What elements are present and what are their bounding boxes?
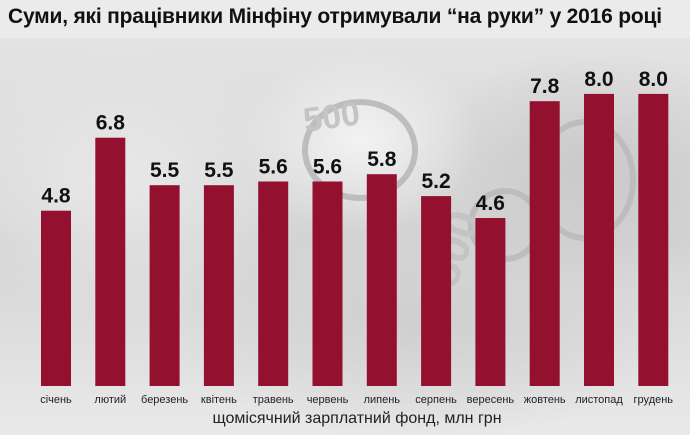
category-label: січень [40,394,72,406]
value-label: 7.8 [530,75,560,98]
category-label: вересень [467,394,515,406]
value-label: 5.5 [204,159,234,182]
category-label: жовтень [524,394,566,406]
category-label: серпень [415,394,457,406]
bar-серпень [421,196,452,386]
bar-квітень [203,185,234,386]
bar-березень [149,185,180,386]
bars-group [41,93,669,387]
bar-вересень [475,218,506,386]
category-label: липень [364,394,401,406]
background-banknotes: 500 500 [301,94,636,293]
bar-жовтень [529,101,560,386]
category-label: березень [141,394,188,406]
category-label: квітень [201,394,237,406]
value-label: 5.6 [313,156,342,179]
value-label: 4.8 [41,185,71,208]
chart-title: Суми, які працівники Мінфіну отримували … [8,5,662,28]
bar-липень [366,174,397,386]
category-label: листопад [575,394,623,406]
value-labels-group: 4.8 6.8 5.5 5.5 5.6 5.6 5.8 5.2 4.6 7.8 8.0 8.0 [41,68,668,215]
bar-червень [312,181,343,386]
bar-грудень [638,93,669,387]
value-label: 4.6 [476,192,505,215]
value-label: 6.8 [96,112,126,135]
value-label: 8.0 [584,68,613,91]
category-label: грудень [634,394,674,406]
value-label: 5.6 [259,156,288,179]
bar-травень [258,181,289,386]
category-label: червень [307,394,349,406]
bar-лютий [95,137,126,386]
banknote-decoration: 500 [301,94,362,140]
coin-decoration [302,99,418,201]
value-label: 8.0 [639,68,668,91]
value-label: 5.8 [367,148,397,171]
title-band: Суми, які працівники Мінфіну отримували … [0,0,690,38]
bar-січень [41,210,71,386]
x-axis-label: щомісячний зарплатний фонд, млн грн [212,410,501,427]
bar-листопад [584,93,614,387]
category-label: травень [253,394,294,406]
value-label: 5.5 [150,159,180,182]
category-label: лютий [94,394,126,406]
value-label: 5.2 [421,170,450,193]
category-labels-group: січень лютий березень квітень травень червень… [40,394,673,406]
